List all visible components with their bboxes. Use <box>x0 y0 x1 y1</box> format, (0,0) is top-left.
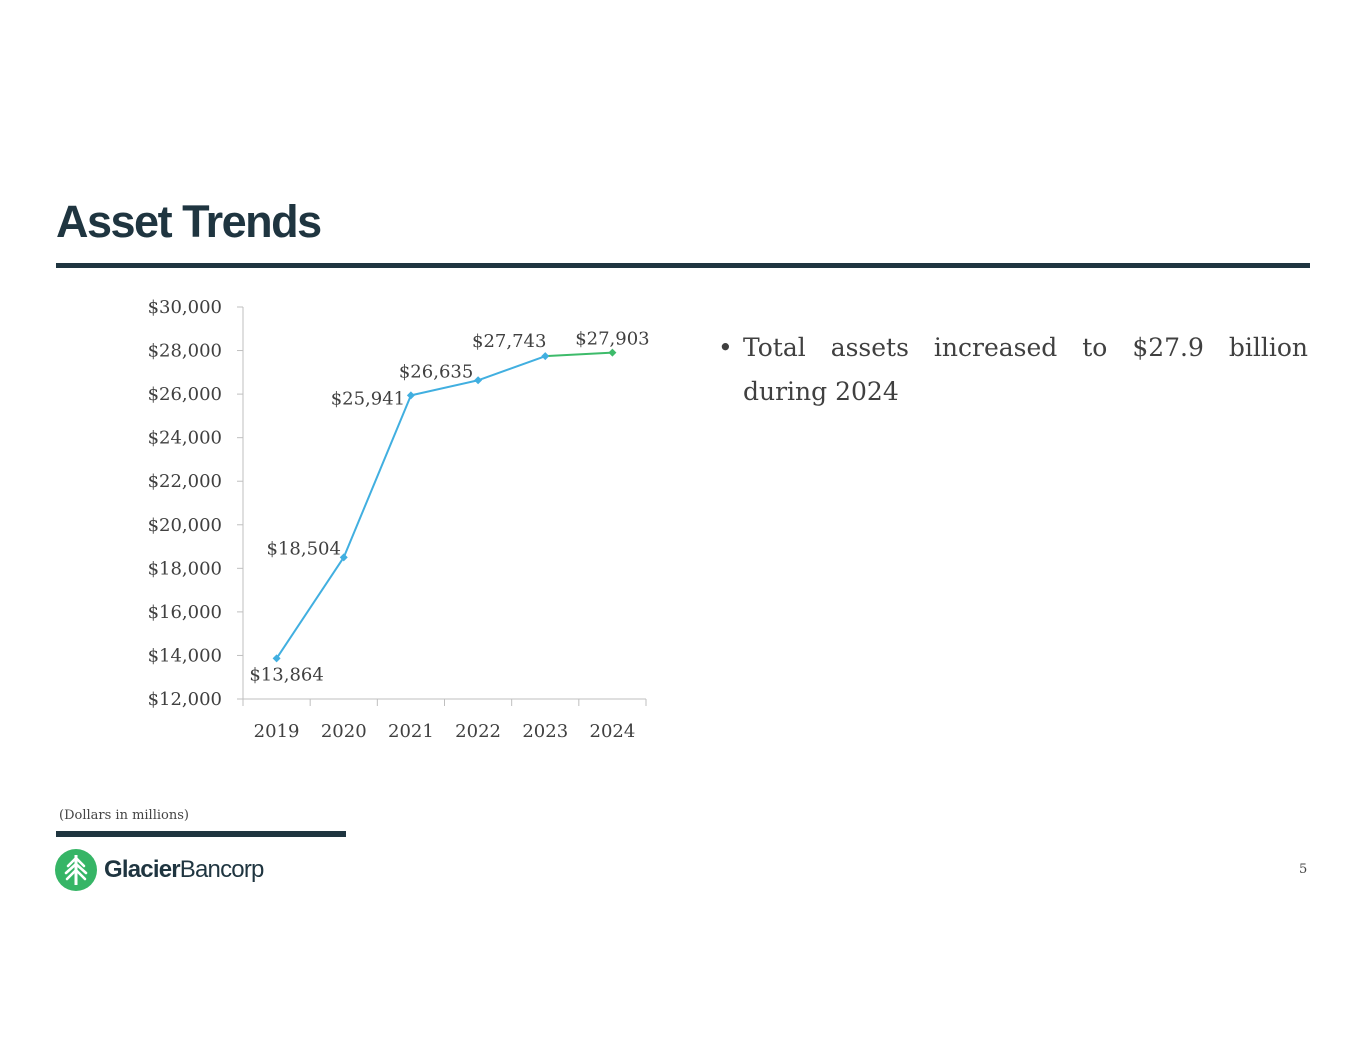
data-point-marker <box>608 348 617 357</box>
y-tick-label: $26,000 <box>148 384 222 405</box>
x-tick-label: 2021 <box>388 721 434 742</box>
brand-name-bold: Glacier <box>104 856 181 883</box>
y-tick-label: $14,000 <box>148 645 222 666</box>
data-label: $13,864 <box>249 664 323 685</box>
data-point-marker <box>474 376 483 385</box>
y-tick-label: $24,000 <box>148 428 222 449</box>
y-tick-label: $22,000 <box>148 471 222 492</box>
units-footnote: (Dollars in millions) <box>59 808 189 823</box>
x-tick-label: 2019 <box>254 721 300 742</box>
y-tick-label: $12,000 <box>148 689 222 710</box>
x-tick-label: 2020 <box>321 721 367 742</box>
data-label: $25,941 <box>331 388 405 409</box>
x-tick-label: 2022 <box>455 721 501 742</box>
data-label: $27,903 <box>575 329 649 350</box>
x-tick-label: 2023 <box>522 721 568 742</box>
footer-rule <box>56 831 346 837</box>
bullet-dot: • <box>718 333 733 362</box>
summary-text: Total assets increased to $27.9 billion … <box>743 333 1308 406</box>
x-tick-label: 2024 <box>590 721 636 742</box>
title-rule <box>56 263 1310 268</box>
chart-series <box>272 348 617 663</box>
data-label: $26,635 <box>399 361 473 382</box>
y-tick-label: $16,000 <box>148 602 222 623</box>
data-point-marker <box>541 352 550 361</box>
data-point-marker <box>272 654 281 663</box>
series-segment <box>545 351 613 358</box>
brand-name: GlacierBancorp <box>104 856 264 884</box>
series-segment <box>477 355 546 382</box>
y-tick-label: $28,000 <box>148 341 222 362</box>
data-point-marker <box>339 553 348 562</box>
brand-name-light: Bancorp <box>179 856 265 883</box>
y-tick-label: $20,000 <box>148 515 222 536</box>
data-point-marker <box>406 391 415 400</box>
page-title: Asset Trends <box>56 196 322 247</box>
page-number: 5 <box>1299 862 1308 877</box>
series-segment <box>342 395 412 558</box>
y-tick-label: $18,000 <box>148 558 222 579</box>
glacier-tree-logo-icon <box>55 849 97 891</box>
data-label: $18,504 <box>267 538 341 559</box>
data-label: $27,743 <box>472 331 546 352</box>
series-segment <box>410 379 479 397</box>
summary-bullet: • Total assets increased to $27.9 billio… <box>718 326 1308 414</box>
chart-ticks: $12,000 $14,000 $16,000 $18,000 $20,000 $22,0… <box>148 297 647 742</box>
y-tick-label: $30,000 <box>148 297 222 318</box>
series-segment <box>275 556 345 659</box>
chart-data-labels: $13,864 $18,504 $25,941 $26,635 $27,743 $27,9… <box>249 329 649 686</box>
